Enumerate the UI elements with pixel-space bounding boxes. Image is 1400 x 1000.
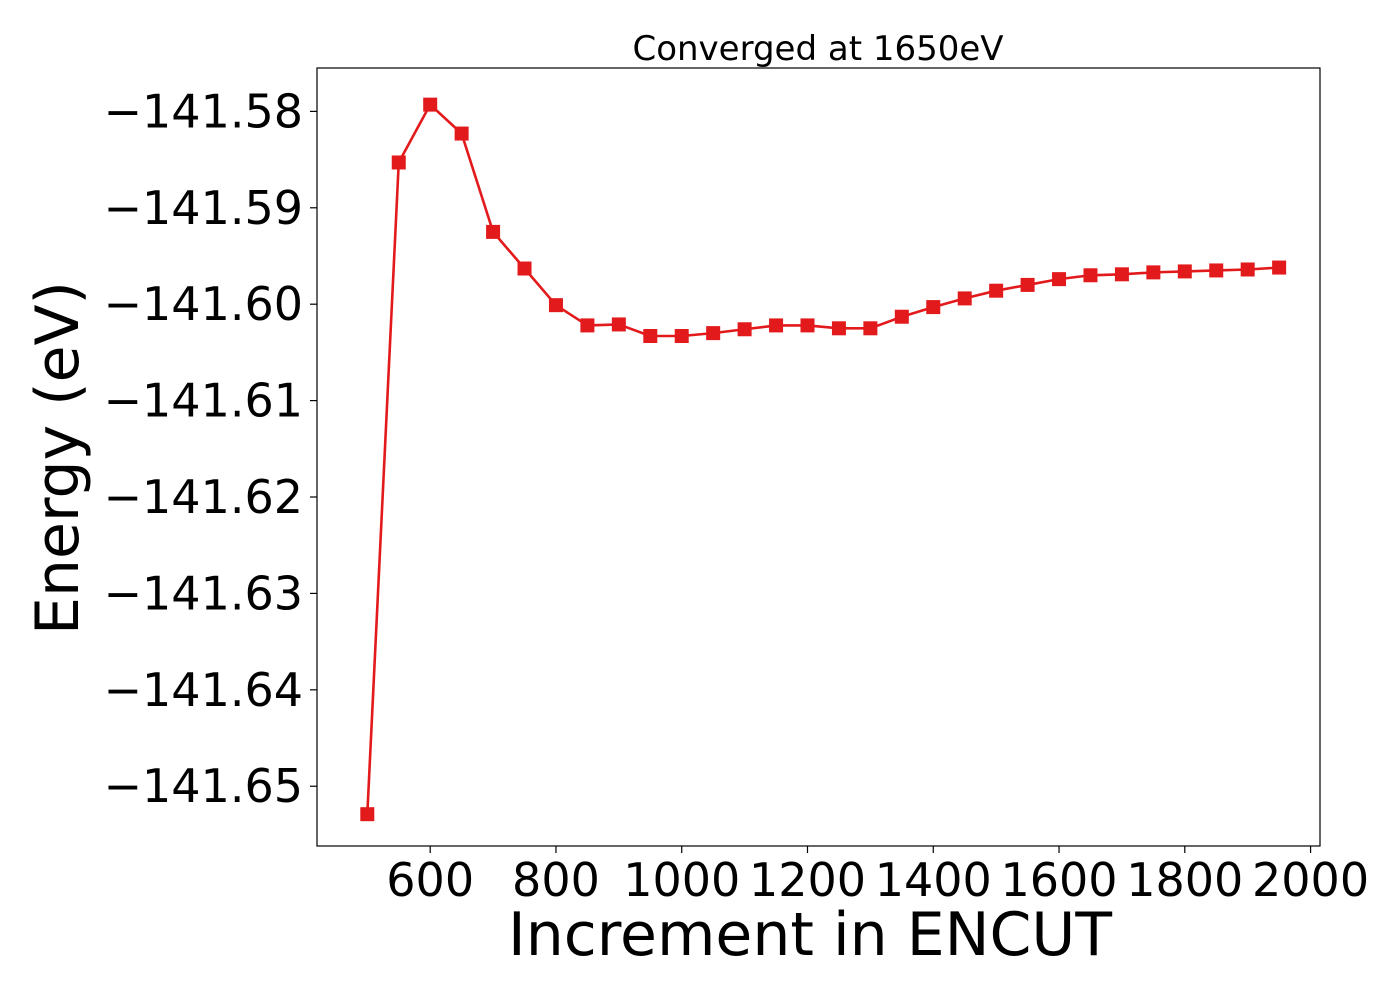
x-tick-label: 1800	[1126, 853, 1243, 907]
data-point-marker	[548, 298, 563, 313]
data-point-marker	[643, 329, 658, 344]
x-tick-label: 800	[512, 853, 600, 907]
chart-title: Converged at 1650eV	[632, 29, 1003, 69]
data-point-marker	[1146, 265, 1161, 280]
plot-area-frame	[316, 67, 1321, 847]
data-point-marker	[957, 291, 972, 306]
x-tick-label: 1600	[1000, 853, 1117, 907]
x-tick-label: 1000	[623, 853, 740, 907]
data-point-marker	[926, 300, 941, 315]
data-point-marker	[391, 155, 406, 170]
x-axis-ticks: 600 800 1000 1200 1400 1600 1800 2000	[386, 846, 1369, 907]
data-point-marker	[611, 317, 626, 332]
data-point-marker	[800, 318, 815, 333]
y-tick-label: −141.58	[104, 84, 304, 138]
y-tick-label: −141.59	[104, 181, 304, 235]
data-point-marker	[1052, 272, 1067, 287]
x-tick-label: 1200	[749, 853, 866, 907]
y-tick-label: −141.60	[104, 277, 304, 331]
x-axis-label: Increment in ENCUT	[508, 900, 1112, 970]
y-tick-label: −141.64	[104, 663, 304, 717]
data-point-marker	[674, 329, 689, 344]
data-point-marker	[737, 322, 752, 337]
data-point-marker	[1272, 260, 1287, 275]
data-point-marker	[423, 97, 438, 112]
data-point-marker	[831, 321, 846, 336]
data-point-marker	[517, 261, 532, 276]
data-point-marker	[1240, 262, 1255, 277]
data-point-marker	[989, 283, 1004, 298]
data-point-marker	[486, 224, 501, 239]
y-tick-label: −141.61	[104, 374, 304, 428]
y-tick-label: −141.62	[104, 470, 304, 524]
data-point-marker	[863, 321, 878, 336]
data-point-marker	[769, 318, 784, 333]
y-tick-label: −141.63	[104, 566, 304, 620]
x-tick-label: 1400	[875, 853, 992, 907]
x-tick-label: 600	[386, 853, 474, 907]
data-point-marker	[360, 807, 375, 822]
data-point-marker	[894, 309, 909, 324]
y-axis-ticks: −141.58 −141.59 −141.60 −141.61 −141.62 −141.…	[104, 84, 317, 813]
data-point-marker	[706, 326, 721, 341]
series-layer	[360, 97, 1287, 822]
data-point-marker	[1020, 277, 1035, 292]
data-point-marker	[580, 318, 595, 333]
x-tick-label: 2000	[1252, 853, 1369, 907]
data-point-marker	[1177, 264, 1192, 279]
data-point-marker	[454, 126, 469, 141]
y-tick-label: −141.65	[104, 759, 304, 813]
data-point-marker	[1209, 263, 1224, 278]
data-point-marker	[1083, 268, 1098, 283]
y-axis-label: Energy (eV)	[23, 281, 93, 635]
data-point-marker	[1114, 267, 1129, 282]
